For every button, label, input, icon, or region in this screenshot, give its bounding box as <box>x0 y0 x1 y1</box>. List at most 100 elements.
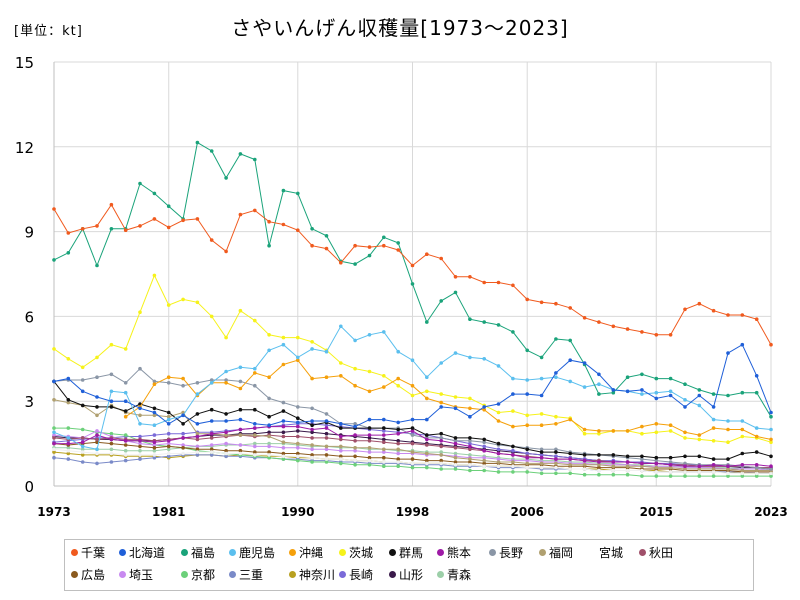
data-point <box>410 263 415 268</box>
data-point <box>640 464 644 469</box>
data-point <box>296 454 300 459</box>
data-point <box>611 388 616 392</box>
legend-marker <box>589 549 596 556</box>
series-千葉 <box>52 202 773 347</box>
data-point <box>267 333 271 337</box>
series-lines <box>52 140 773 478</box>
data-point <box>339 444 343 449</box>
data-point <box>539 376 544 381</box>
legend-label: 茨城 <box>349 546 374 560</box>
data-point <box>80 453 85 457</box>
data-point <box>353 458 357 463</box>
data-point <box>367 450 372 454</box>
data-point <box>253 157 257 162</box>
data-point <box>740 471 745 476</box>
legend-item: 北海道 <box>119 544 165 562</box>
legend-marker <box>437 549 444 556</box>
data-point <box>367 253 372 258</box>
data-point <box>654 422 659 426</box>
data-point <box>382 464 386 469</box>
data-point <box>367 455 372 460</box>
data-point <box>453 351 458 355</box>
data-point <box>396 383 401 388</box>
data-point <box>123 439 128 443</box>
data-point <box>353 243 357 248</box>
data-point <box>582 316 587 320</box>
data-point <box>238 427 243 432</box>
data-point <box>166 451 171 456</box>
data-point <box>453 406 458 411</box>
data-point <box>195 140 200 145</box>
data-point <box>195 434 200 439</box>
data-point <box>123 458 128 463</box>
data-point <box>253 371 257 375</box>
data-point <box>468 275 472 279</box>
data-point <box>582 472 587 477</box>
data-point <box>654 458 659 463</box>
data-point <box>640 424 644 429</box>
data-point <box>267 348 271 353</box>
legend-item: 神奈川 <box>289 566 335 584</box>
data-point <box>339 448 343 453</box>
data-point <box>697 454 702 459</box>
data-point <box>525 378 529 382</box>
data-point <box>754 471 759 476</box>
data-point <box>482 405 487 409</box>
data-point <box>353 433 357 437</box>
data-point <box>382 460 386 464</box>
data-point <box>224 412 228 416</box>
data-point <box>267 453 271 457</box>
data-point <box>339 324 343 329</box>
data-point <box>281 400 286 405</box>
data-point <box>152 413 157 418</box>
data-point <box>66 231 71 235</box>
data-point <box>582 458 587 463</box>
data-point <box>353 463 357 467</box>
data-point <box>482 468 487 473</box>
data-point <box>740 474 745 478</box>
data-point <box>668 333 673 337</box>
data-point <box>209 149 214 153</box>
data-point <box>439 453 444 457</box>
data-point <box>468 436 472 440</box>
data-point <box>166 410 171 415</box>
data-point <box>482 444 487 449</box>
data-point <box>310 423 314 428</box>
data-point <box>539 393 544 398</box>
data-point <box>425 375 429 380</box>
data-point <box>683 430 687 435</box>
data-point <box>181 218 185 223</box>
data-point <box>152 440 157 445</box>
data-point <box>339 434 343 439</box>
data-point <box>367 463 372 467</box>
data-point <box>109 202 114 207</box>
data-point <box>152 433 157 437</box>
data-point <box>640 457 644 461</box>
data-point <box>296 191 300 196</box>
data-point <box>439 467 444 471</box>
data-point <box>568 358 572 363</box>
data-point <box>582 467 587 471</box>
legend-marker <box>489 549 496 556</box>
data-point <box>640 388 644 392</box>
data-point <box>367 433 372 437</box>
data-point <box>382 433 386 437</box>
axes <box>53 62 771 487</box>
data-point <box>52 398 56 402</box>
data-point <box>597 320 601 324</box>
data-point <box>511 330 515 334</box>
data-point <box>267 396 271 401</box>
legend-label: 埼玉 <box>129 568 154 582</box>
data-point <box>482 320 487 324</box>
data-point <box>296 405 300 409</box>
data-point <box>654 333 659 337</box>
data-point <box>181 431 185 436</box>
data-point <box>253 208 257 213</box>
data-point <box>711 392 716 396</box>
data-point <box>496 419 501 423</box>
y-tick-label: 9 <box>24 224 34 242</box>
legend-marker <box>229 571 236 578</box>
data-point <box>353 439 357 443</box>
data-point <box>123 347 128 351</box>
data-point <box>740 463 745 467</box>
